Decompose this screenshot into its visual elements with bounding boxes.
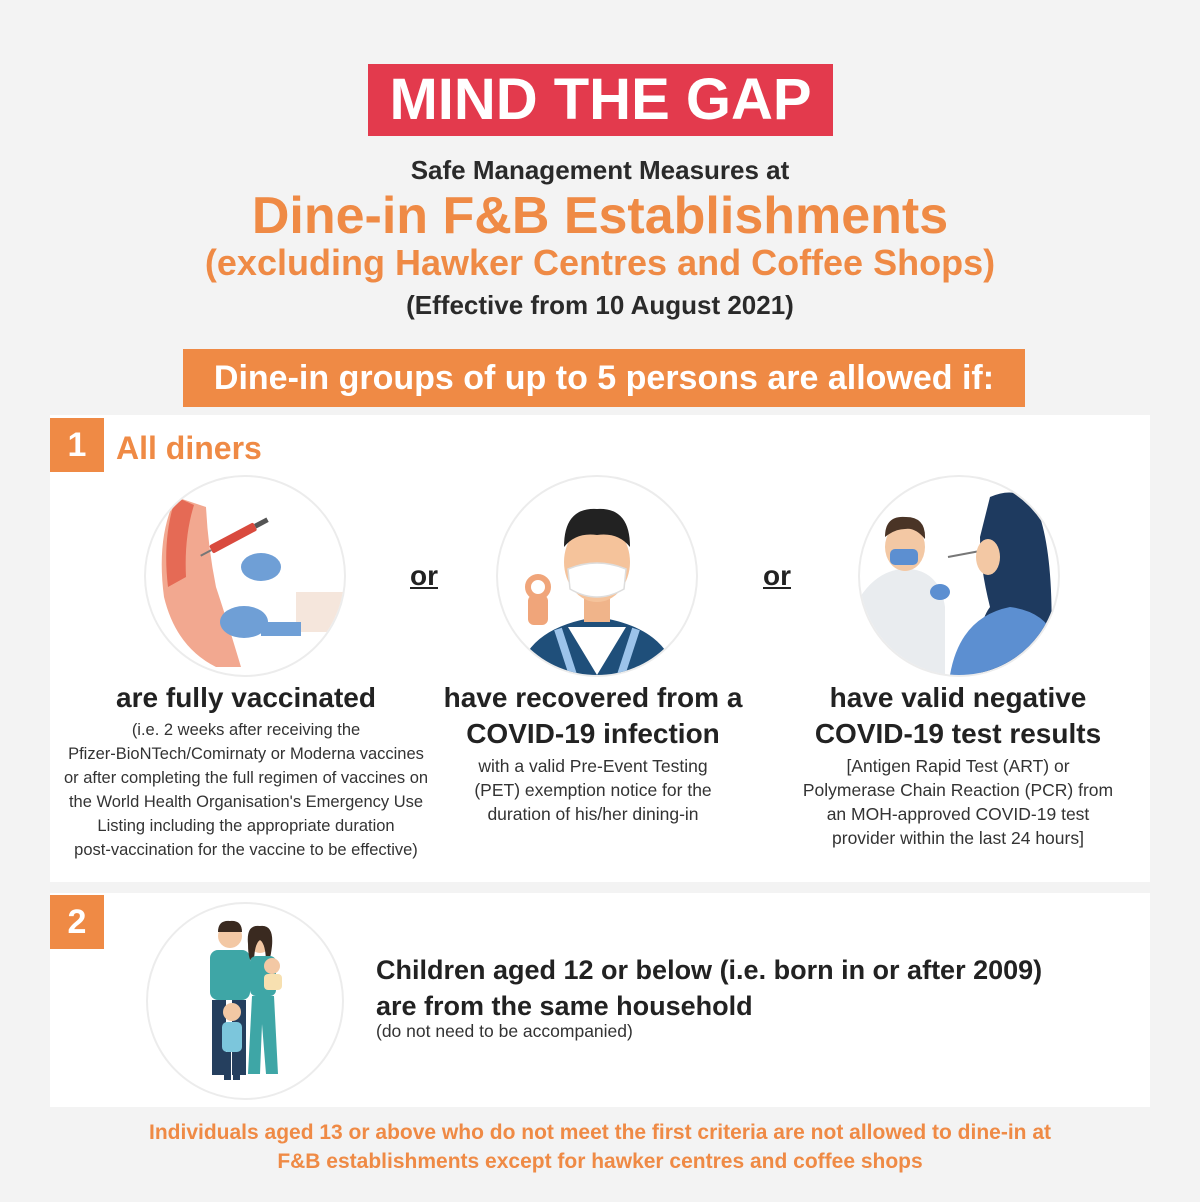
option-vaccinated: are fully vaccinated (i.e. 2 weeks after… (58, 680, 434, 862)
section-1-title: All diners (116, 430, 262, 466)
main-heading: Dine-in F&B Establishments (251, 187, 949, 245)
option-heading: have recovered from a COVID-19 infection (440, 680, 746, 752)
effective-date: (Effective from 10 August 2021) (406, 290, 794, 320)
section-1-number: 1 (50, 418, 104, 472)
heading-line: have recovered from a (443, 682, 743, 713)
section-2-detail: (do not need to be accompanied) (376, 1021, 633, 1041)
option-recovered: have recovered from a COVID-19 infection… (440, 680, 746, 826)
detail-line: Listing including the appropriate durati… (97, 817, 395, 835)
footer-note: Individuals aged 13 or above who do not … (0, 1118, 1200, 1176)
detail-line: an MOH-approved COVID-19 test (826, 804, 1090, 824)
subtitle: Safe Management Measures at (410, 155, 790, 185)
family-icon (210, 920, 282, 1080)
detail-line: or after completing the full regimen of … (63, 769, 429, 787)
option-heading: are fully vaccinated (116, 682, 376, 713)
detail-line: provider within the last 24 hours] (832, 828, 1084, 848)
recovered-illustration (496, 475, 698, 677)
or-separator-2: or (763, 560, 791, 591)
detail-line: (i.e. 2 weeks after receiving the (131, 721, 361, 739)
detail-line: with a valid Pre-Event Testing (478, 756, 708, 776)
title-banner: MIND THE GAP (368, 64, 833, 136)
heading-line: Children aged 12 or below (i.e. born in … (376, 955, 1043, 985)
option-detail: with a valid Pre-Event Testing (PET) exe… (440, 754, 746, 826)
heading-note: (excluding Hawker Centres and Coffee Sho… (204, 242, 996, 283)
groups-banner: Dine-in groups of up to 5 persons are al… (183, 349, 1025, 407)
heading-line: COVID-19 infection (466, 718, 720, 749)
detail-line: the World Health Organisation's Emergenc… (68, 793, 424, 811)
heading-line: are from the same household (376, 991, 753, 1021)
option-detail: (i.e. 2 weeks after receiving the Pfizer… (58, 718, 434, 862)
detail-line: Polymerase Chain Reaction (PCR) from (802, 780, 1114, 800)
option-negative-test: have valid negative COVID-19 test result… (790, 680, 1126, 850)
footer-line: F&B establishments except for hawker cen… (277, 1150, 923, 1173)
option-heading: have valid negative COVID-19 test result… (790, 680, 1126, 752)
detail-line: Pfizer-BioNTech/Comirnaty or Moderna vac… (68, 745, 424, 763)
swab-test-illustration (858, 475, 1060, 677)
or-separator-1: or (410, 560, 438, 591)
vaccination-icon (161, 497, 344, 667)
family-illustration (146, 902, 344, 1100)
masked-person-icon (518, 508, 676, 675)
detail-line: (PET) exemption notice for the (474, 780, 712, 800)
heading-line: COVID-19 test results (814, 718, 1102, 749)
detail-line: [Antigen Rapid Test (ART) or (846, 756, 1070, 776)
swab-test-icon (860, 492, 1058, 675)
heading-line: have valid negative (829, 682, 1087, 713)
section-2-heading: Children aged 12 or below (i.e. born in … (376, 952, 1042, 1024)
vaccination-illustration (144, 475, 346, 677)
footer-line: Individuals aged 13 or above who do not … (149, 1121, 1051, 1144)
detail-line: post-vaccination for the vaccine to be e… (74, 841, 418, 859)
option-detail: [Antigen Rapid Test (ART) or Polymerase … (790, 754, 1126, 850)
section-2-number: 2 (50, 895, 104, 949)
detail-line: duration of his/her dining-in (487, 804, 699, 824)
